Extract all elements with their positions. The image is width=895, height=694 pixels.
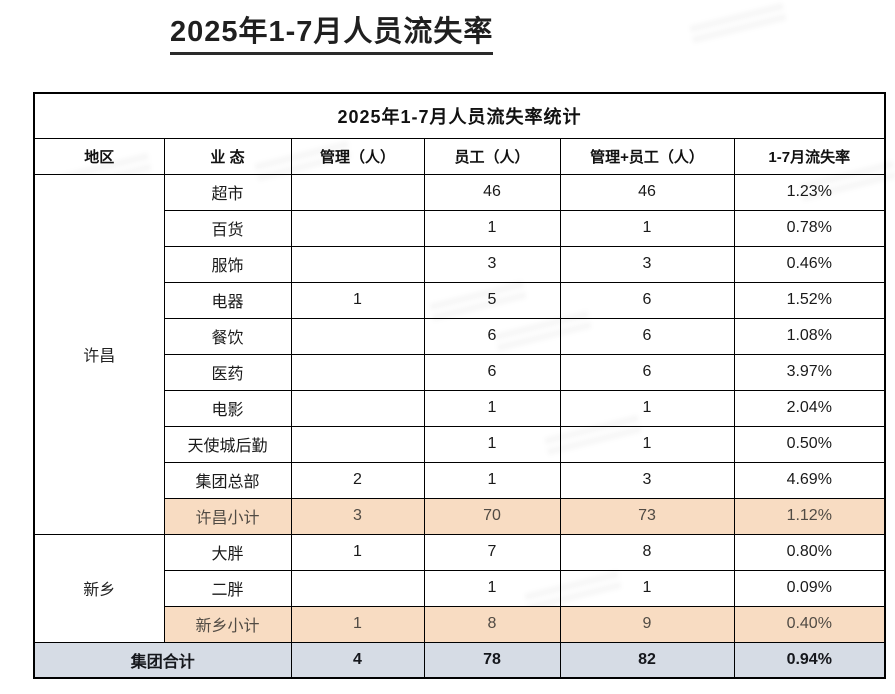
management-count-cell: 2 [290, 461, 425, 499]
subtotal-staff-count-cell: 70 [423, 497, 561, 535]
staff-count-cell: 1 [423, 389, 561, 427]
staff-count-cell: 1 [423, 461, 561, 499]
mgmt-staff-count-cell: 6 [559, 281, 735, 319]
staff-count-cell: 46 [423, 173, 561, 211]
management-count-cell: 1 [290, 533, 425, 571]
business-cell: 餐饮 [163, 317, 292, 355]
turnover-rate-cell: 1.52% [733, 281, 886, 319]
column-header-staff: 员工（人） [423, 137, 561, 175]
column-header-rate: 1-7月流失率 [733, 137, 886, 175]
turnover-rate-cell: 0.09% [733, 569, 886, 607]
management-count-cell [290, 425, 425, 463]
mgmt-staff-count-cell: 46 [559, 173, 735, 211]
subtotal-management-count-cell: 3 [290, 497, 425, 535]
table-row: 新乡 大胖 1 7 8 0.80% [33, 533, 886, 643]
business-cell: 大胖 [163, 533, 292, 571]
mgmt-staff-count-cell: 1 [559, 425, 735, 463]
subtotal-business-cell: 许昌小计 [163, 497, 292, 535]
column-header-region: 地区 [33, 137, 165, 175]
mgmt-staff-count-cell: 6 [559, 353, 735, 391]
business-cell: 医药 [163, 353, 292, 391]
region-cell: 许昌 [33, 173, 165, 535]
management-count-cell [290, 209, 425, 247]
business-cell: 电影 [163, 389, 292, 427]
table-title: 2025年1-7月人员流失率统计 [33, 92, 886, 139]
management-count-cell [290, 245, 425, 283]
watermark-smudge [688, 0, 788, 48]
staff-count-cell: 6 [423, 317, 561, 355]
subtotal-row: 新乡小计 1 8 9 0.40% [34, 605, 886, 643]
business-cell: 服饰 [163, 245, 292, 283]
management-count-cell [290, 569, 425, 607]
staff-count-cell: 7 [423, 533, 561, 571]
table-row: 电器 1 5 6 1.52% [34, 281, 886, 319]
mgmt-staff-count-cell: 3 [559, 461, 735, 499]
turnover-rate-cell: 0.78% [733, 209, 886, 247]
subtotal-mgmt-staff-count-cell: 73 [559, 497, 735, 535]
turnover-rate-cell: 4.69% [733, 461, 886, 499]
grand-total-rate-cell: 0.94% [733, 641, 886, 679]
table-title-row: 2025年1-7月人员流失率统计 [33, 92, 886, 139]
turnover-rate-cell: 0.80% [733, 533, 886, 571]
staff-count-cell: 1 [423, 425, 561, 463]
turnover-rate-cell: 0.50% [733, 425, 886, 463]
subtotal-business-cell: 新乡小计 [163, 605, 292, 643]
subtotal-turnover-rate-cell: 0.40% [733, 605, 886, 643]
table-row: 电影 1 1 2.04% [34, 389, 886, 427]
subtotal-management-count-cell: 1 [290, 605, 425, 643]
page-title: 2025年1-7月人员流失率 [170, 8, 494, 55]
table-body: 许昌 超市 46 46 1.23% 百货 1 1 0.78% 服饰 3 3 0.46% 电器 1 5 6 1.52… [33, 173, 886, 643]
column-header-mgmt-staff: 管理+员工（人） [559, 137, 735, 175]
subtotal-turnover-rate-cell: 1.12% [733, 497, 886, 535]
column-header-management: 管理（人） [290, 137, 425, 175]
column-header-business: 业 态 [163, 137, 292, 175]
business-cell: 集团总部 [163, 461, 292, 499]
mgmt-staff-count-cell: 6 [559, 317, 735, 355]
management-count-cell: 1 [290, 281, 425, 319]
grand-total-staff-cell: 78 [423, 641, 561, 679]
business-cell: 百货 [163, 209, 292, 247]
subtotal-mgmt-staff-count-cell: 9 [559, 605, 735, 643]
turnover-rate-table: 2025年1-7月人员流失率统计 地区 业 态 管理（人） 员工（人） 管理+员… [33, 92, 886, 679]
mgmt-staff-count-cell: 8 [559, 533, 735, 571]
turnover-rate-cell: 1.08% [733, 317, 886, 355]
subtotal-row: 许昌小计 3 70 73 1.12% [34, 497, 886, 535]
table-row: 许昌 超市 46 46 1.23% [33, 173, 886, 535]
business-cell: 超市 [163, 173, 292, 211]
mgmt-staff-count-cell: 1 [559, 569, 735, 607]
business-cell: 电器 [163, 281, 292, 319]
staff-count-cell: 5 [423, 281, 561, 319]
staff-count-cell: 3 [423, 245, 561, 283]
staff-count-cell: 1 [423, 209, 561, 247]
subtotal-staff-count-cell: 8 [423, 605, 561, 643]
mgmt-staff-count-cell: 1 [559, 389, 735, 427]
management-count-cell [290, 173, 425, 211]
mgmt-staff-count-cell: 1 [559, 209, 735, 247]
column-header-row: 地区 业 态 管理（人） 员工（人） 管理+员工（人） 1-7月流失率 [33, 137, 886, 175]
table-row: 服饰 3 3 0.46% [34, 245, 886, 283]
staff-count-cell: 1 [423, 569, 561, 607]
management-count-cell [290, 317, 425, 355]
business-cell: 二胖 [163, 569, 292, 607]
turnover-rate-cell: 2.04% [733, 389, 886, 427]
grand-total-row: 集团合计 4 78 82 0.94% [33, 641, 886, 679]
table-row: 天使城后勤 1 1 0.50% [34, 425, 886, 463]
table-row: 二胖 1 1 0.09% [34, 569, 886, 607]
business-cell: 天使城后勤 [163, 425, 292, 463]
turnover-rate-cell: 0.46% [733, 245, 886, 283]
region-cell: 新乡 [33, 533, 165, 643]
turnover-rate-cell: 3.97% [733, 353, 886, 391]
grand-total-label: 集团合计 [33, 641, 292, 679]
grand-total-mgmt-cell: 4 [290, 641, 425, 679]
staff-count-cell: 6 [423, 353, 561, 391]
grand-total-sum-cell: 82 [559, 641, 735, 679]
mgmt-staff-count-cell: 3 [559, 245, 735, 283]
table-row: 集团总部 2 1 3 4.69% [34, 461, 886, 499]
management-count-cell [290, 353, 425, 391]
turnover-rate-cell: 1.23% [733, 173, 886, 211]
management-count-cell [290, 389, 425, 427]
